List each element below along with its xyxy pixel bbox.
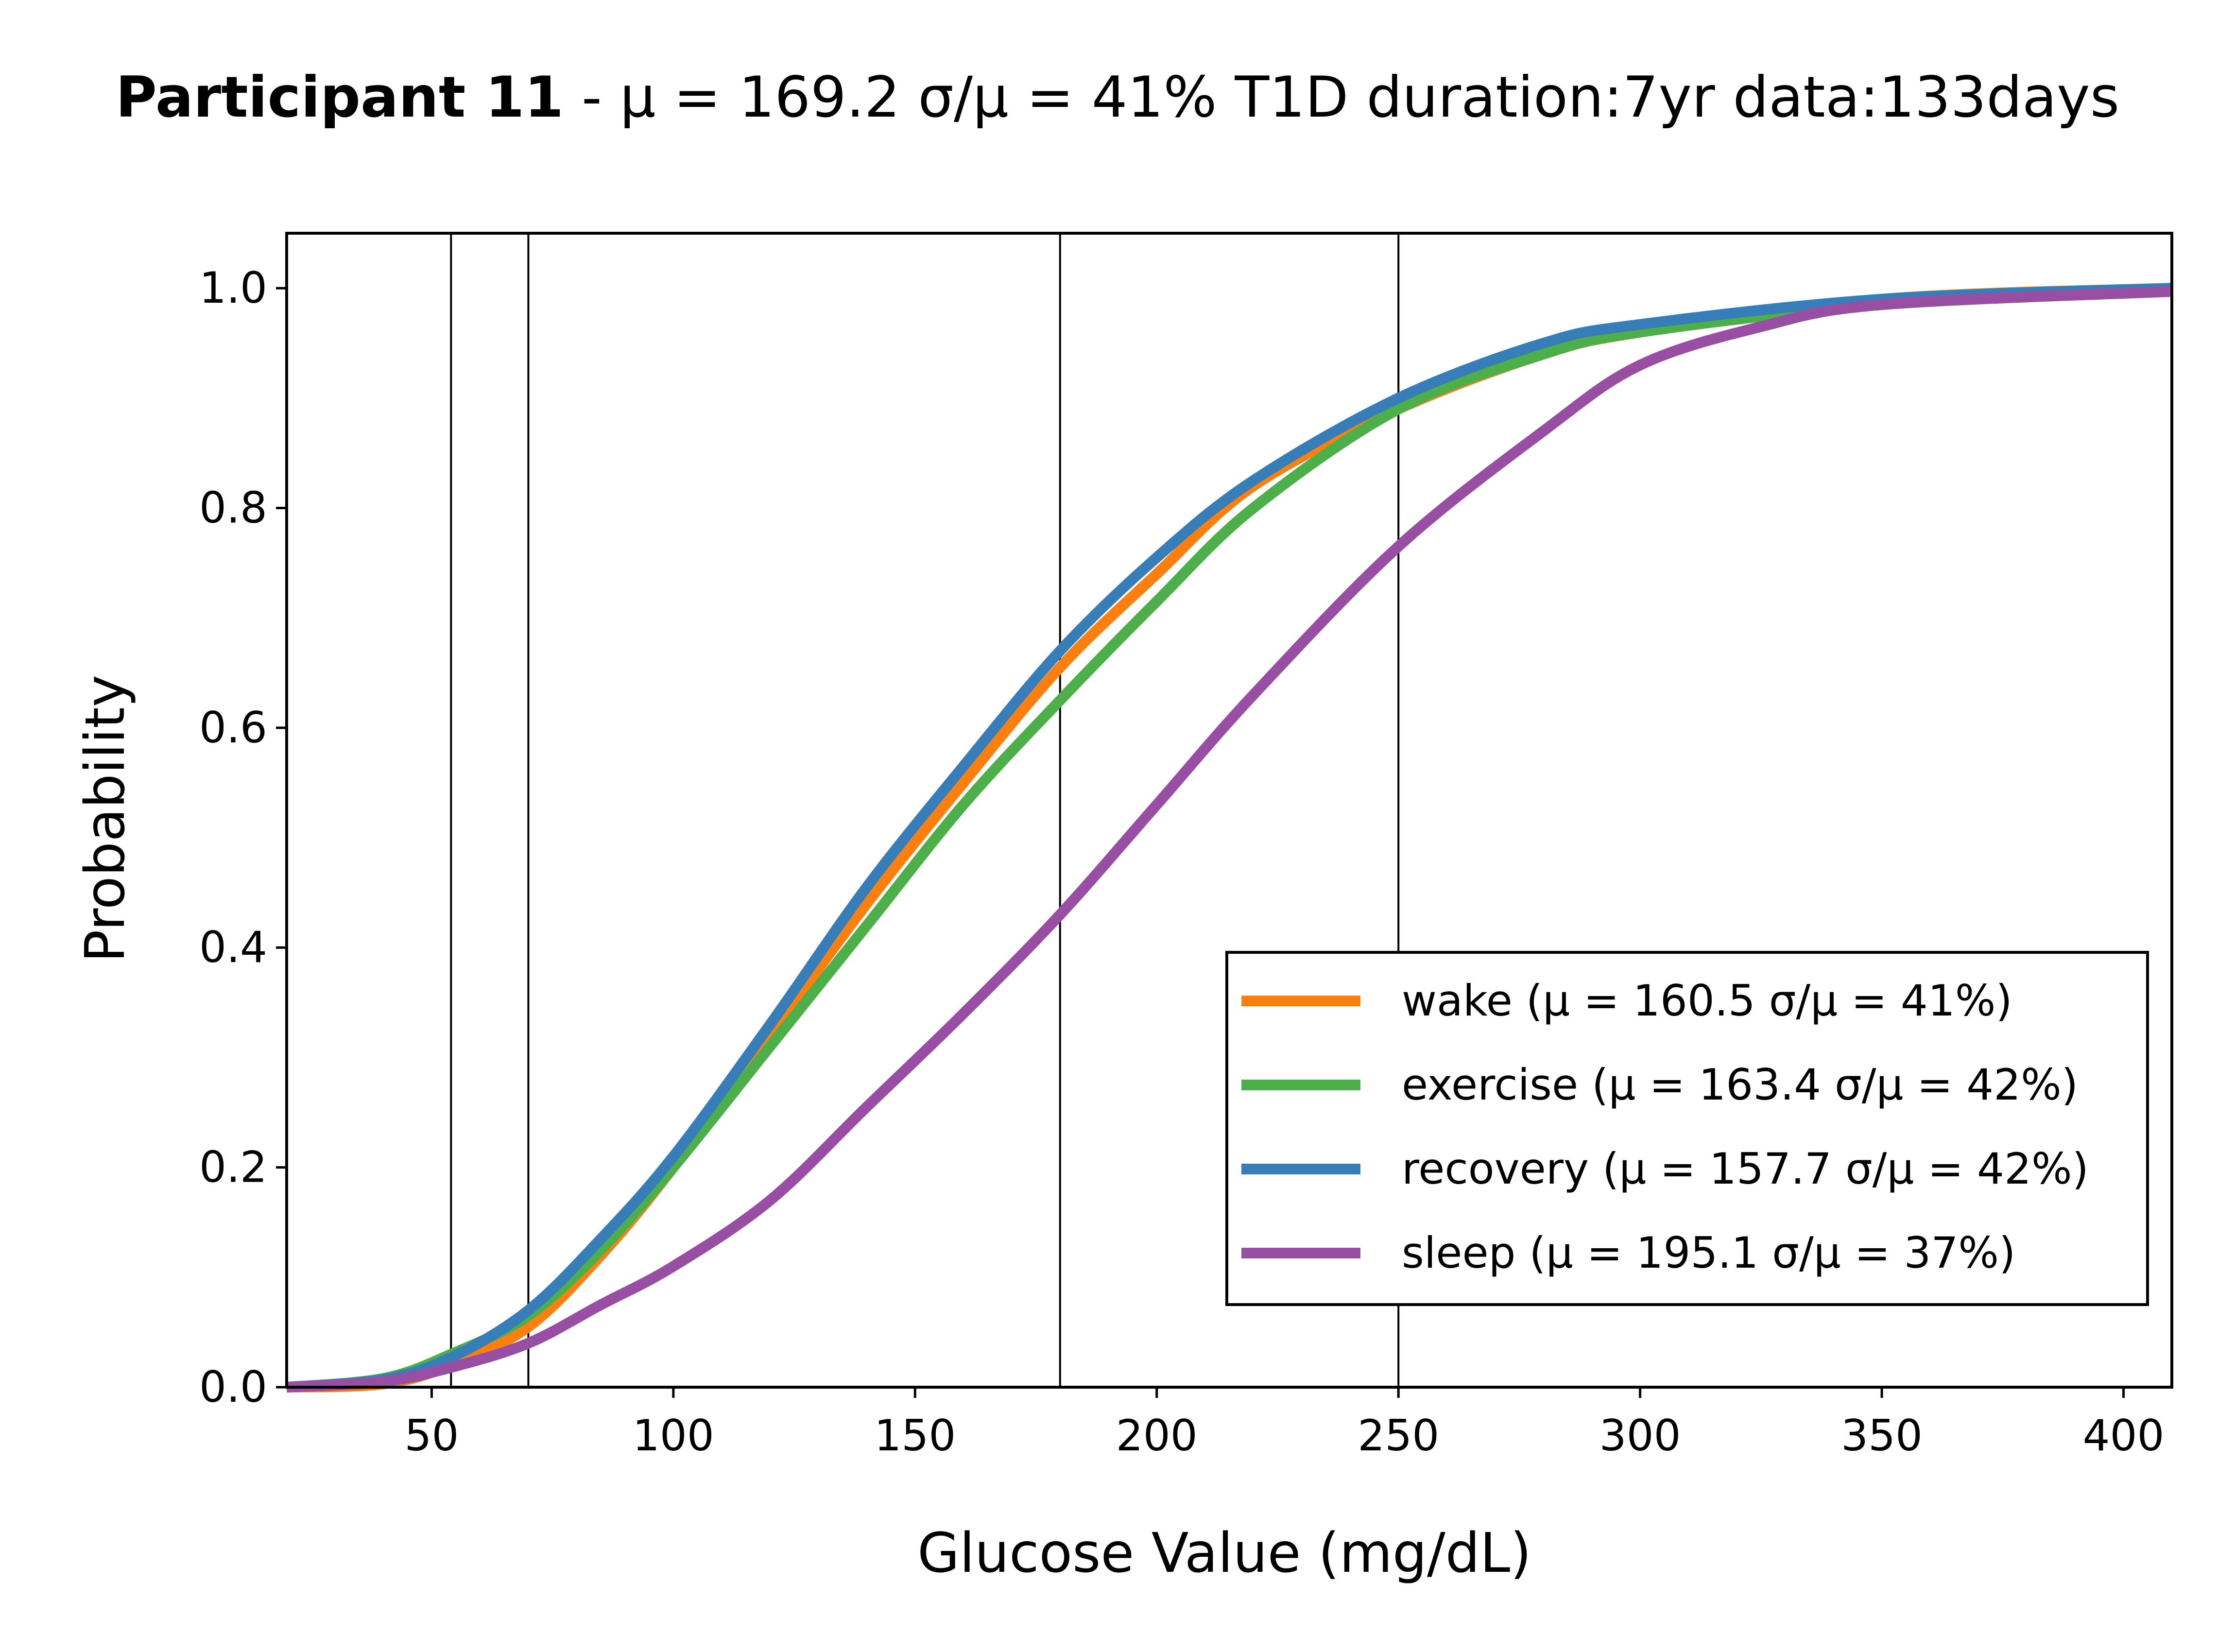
legend-label-sleep: sleep (μ = 195.1 σ/μ = 37%) — [1402, 1228, 2015, 1278]
x-tick-label-100: 100 — [633, 1411, 714, 1461]
legend-box — [1225, 951, 2149, 1306]
x-tick-label-250: 250 — [1358, 1411, 1439, 1461]
x-axis-label: Glucose Value (mg/dL) — [917, 1522, 1531, 1585]
legend-label-wake: wake (μ = 160.5 σ/μ = 41%) — [1402, 976, 2012, 1026]
x-tick-label-150: 150 — [874, 1411, 956, 1461]
chart-title-rest: - μ = 169.2 σ/μ = 41% T1D duration:7yr d… — [564, 65, 2119, 130]
x-tick-label-300: 300 — [1599, 1411, 1681, 1461]
y-tick-label-4: 0.8 — [199, 482, 267, 533]
y-tick-label-0: 0.0 — [199, 1362, 267, 1412]
chart-title: Participant 11 - μ = 169.2 σ/μ = 41% T1D… — [116, 65, 2119, 130]
series-line-recovery — [286, 283, 2172, 1393]
y-tick-label-3: 0.6 — [199, 703, 267, 753]
x-tick-label-350: 350 — [1841, 1411, 1923, 1461]
x-tick-label-200: 200 — [1116, 1411, 1198, 1461]
plot-area: 50 100 150 200 250 300 350 400 0.0 0.2 0.4 0.6 0.8 1.… — [199, 232, 2173, 1461]
x-tick-label-400: 400 — [2083, 1411, 2165, 1461]
x-tick-label-50: 50 — [404, 1411, 459, 1461]
y-tick-label-2: 0.4 — [199, 922, 267, 972]
legend-label-exercise: exercise (μ = 163.4 σ/μ = 42%) — [1402, 1060, 2078, 1110]
y-tick-label-1: 0.2 — [199, 1142, 267, 1192]
legend-label-recovery: recovery (μ = 157.7 σ/μ = 42%) — [1402, 1144, 2089, 1194]
y-axis-label: Probability — [74, 675, 137, 963]
series-line-sleep — [286, 286, 2172, 1393]
chart-title-bold: Participant 11 — [116, 65, 564, 130]
y-tick-label-5: 1.0 — [199, 263, 267, 313]
plot-frame — [285, 232, 2173, 1389]
